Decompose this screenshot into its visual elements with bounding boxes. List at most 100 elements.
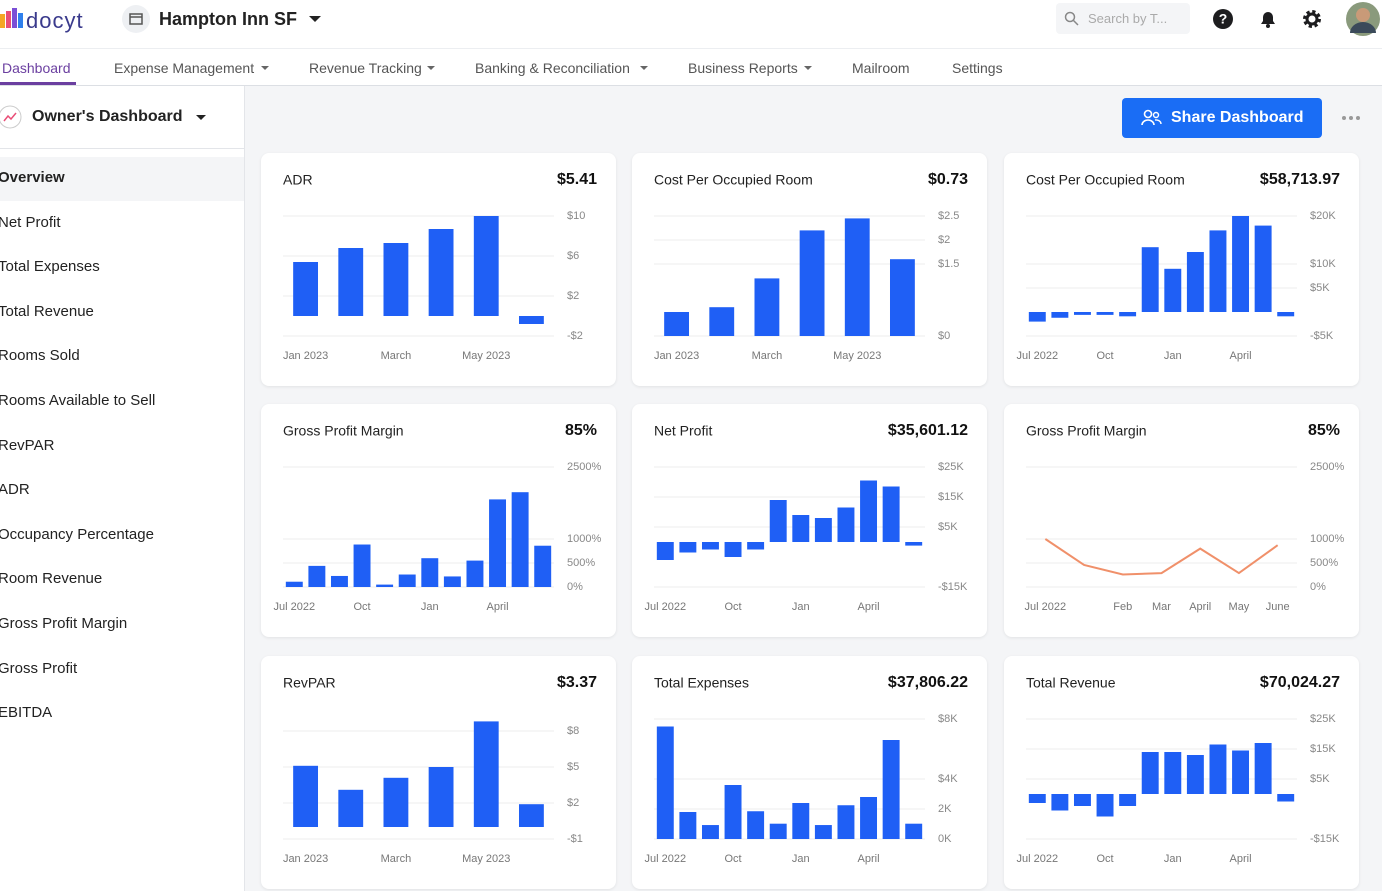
bar bbox=[1186, 755, 1204, 794]
bar bbox=[701, 825, 719, 839]
x-tick-label: Jul 2022 bbox=[1016, 853, 1058, 865]
bar bbox=[754, 278, 780, 336]
bar bbox=[656, 726, 674, 839]
y-tick-label: $5K bbox=[1310, 773, 1330, 785]
bar bbox=[837, 805, 855, 839]
bar bbox=[293, 765, 319, 827]
dashboard-caret[interactable] bbox=[195, 114, 207, 122]
nav-item[interactable]: Banking & Reconciliation bbox=[475, 60, 630, 76]
bar bbox=[814, 825, 832, 839]
bar bbox=[889, 259, 915, 336]
y-tick-label: $8 bbox=[567, 725, 579, 737]
chart-title: Cost Per Occupied Room bbox=[1026, 172, 1185, 188]
x-tick-label: Jul 2022 bbox=[1025, 601, 1067, 613]
bar bbox=[1051, 794, 1069, 811]
sidebar-item[interactable]: Overview bbox=[0, 169, 65, 186]
y-tick-label: $25K bbox=[938, 461, 964, 473]
x-tick-label: Jan bbox=[1164, 350, 1182, 362]
x-tick-label: April bbox=[487, 601, 509, 613]
y-tick-label: 500% bbox=[1310, 557, 1338, 569]
property-name[interactable]: Hampton Inn SF bbox=[159, 9, 297, 29]
sidebar-item[interactable]: ADR bbox=[0, 481, 30, 499]
chart: Gross Profit Margin 85% 2500% 1000% 500% 0% Ju… bbox=[273, 422, 601, 613]
share-button-label: Share Dashboard bbox=[1171, 109, 1304, 126]
x-tick-label: Jan 2023 bbox=[283, 853, 328, 865]
sidebar-item[interactable]: Rooms Available to Sell bbox=[0, 392, 156, 409]
x-tick-label: Jan bbox=[792, 853, 810, 865]
x-tick-label: April bbox=[1230, 350, 1252, 362]
sidebar-item[interactable]: Room Revenue bbox=[0, 570, 103, 588]
logo-icon bbox=[0, 8, 23, 28]
sidebar-item[interactable]: Rooms Sold bbox=[0, 347, 80, 365]
bar bbox=[1073, 794, 1091, 806]
bar bbox=[1141, 247, 1159, 312]
bar bbox=[1028, 312, 1046, 322]
y-tick-label: $15K bbox=[938, 491, 964, 503]
sidebar-item[interactable]: Gross Profit bbox=[0, 659, 78, 677]
sidebar-item[interactable]: Gross Profit Margin bbox=[0, 615, 128, 632]
bar bbox=[1209, 744, 1227, 794]
share-button[interactable]: Share Dashboard bbox=[1122, 98, 1322, 138]
nav-item[interactable]: Settings bbox=[952, 60, 1003, 76]
y-tick-label: -$2 bbox=[567, 330, 583, 342]
bar bbox=[1051, 312, 1069, 318]
nav-item[interactable]: Revenue Tracking bbox=[309, 60, 422, 76]
bar bbox=[308, 565, 326, 587]
sidebar-item[interactable]: EBITDA bbox=[0, 704, 53, 722]
bar bbox=[285, 581, 303, 587]
x-tick-label: April bbox=[1189, 601, 1211, 613]
bar bbox=[724, 542, 742, 557]
bar bbox=[383, 777, 409, 827]
x-tick-label: April bbox=[858, 601, 880, 613]
chart-title: RevPAR bbox=[283, 675, 336, 691]
chart-card: ADR $5.41 $10 $6 $2 -$2 Jan 2023 March May 2023 bbox=[261, 153, 616, 386]
sidebar-item[interactable]: RevPAR bbox=[0, 436, 55, 454]
sidebar-item[interactable]: Occupancy Percentage bbox=[0, 525, 154, 543]
help-icon[interactable]: ? bbox=[1211, 7, 1235, 31]
nav-item[interactable]: Dashboard bbox=[2, 60, 71, 76]
y-tick-label: $10K bbox=[1310, 258, 1336, 270]
nav-item[interactable]: Expense Management bbox=[114, 60, 255, 76]
settings-icon[interactable] bbox=[1300, 7, 1324, 31]
more-menu[interactable] bbox=[1341, 114, 1363, 122]
sidebar-item[interactable]: Total Revenue bbox=[0, 302, 94, 320]
nav-bar: Dashboard Expense Management Revenue Tra… bbox=[0, 49, 1382, 86]
dashboard-title[interactable]: Owner's Dashboard bbox=[32, 108, 183, 125]
bar bbox=[1277, 794, 1295, 802]
sidebar-divider bbox=[0, 148, 244, 149]
search-box[interactable]: Search by T... bbox=[1056, 3, 1190, 34]
bar bbox=[534, 545, 552, 587]
chart: Total Expenses $37,806.22 $8K $4K 2K 0K Jul 20… bbox=[644, 674, 968, 865]
property-caret[interactable] bbox=[308, 15, 322, 25]
y-tick-label: $2.5 bbox=[938, 210, 959, 222]
y-tick-label: $8K bbox=[938, 713, 958, 725]
nav-item[interactable]: Business Reports bbox=[688, 60, 798, 76]
bar bbox=[1254, 225, 1272, 312]
chart-total: $0.73 bbox=[928, 171, 968, 188]
sidebar-item[interactable]: Total Expenses bbox=[0, 258, 100, 276]
y-tick-label: 2500% bbox=[1310, 461, 1344, 473]
bar bbox=[792, 515, 810, 542]
bar bbox=[1096, 312, 1114, 315]
nav-item[interactable]: Mailroom bbox=[852, 60, 910, 76]
bar bbox=[1186, 252, 1204, 312]
bar bbox=[792, 803, 810, 839]
chart: ADR $5.41 $10 $6 $2 -$2 Jan 2023 March May 2023 bbox=[283, 171, 597, 362]
chart-total: $35,601.12 bbox=[888, 422, 968, 439]
y-tick-label: $4K bbox=[938, 773, 958, 785]
x-tick-label: Oct bbox=[353, 601, 370, 613]
y-tick-label: 0K bbox=[938, 833, 952, 845]
sidebar-item[interactable]: Net Profit bbox=[0, 213, 61, 231]
x-tick-label: Feb bbox=[1113, 601, 1132, 613]
bar bbox=[905, 823, 923, 839]
chart-card: Net Profit $35,601.12 $25K $15K $5K -$15K Jul … bbox=[632, 404, 987, 637]
chart-title: Total Revenue bbox=[1026, 675, 1116, 691]
y-tick-label: $5 bbox=[567, 761, 579, 773]
notification-icon[interactable] bbox=[1256, 7, 1280, 31]
avatar[interactable] bbox=[1345, 1, 1381, 37]
chart: Gross Profit Margin 85% 2500% 1000% 500% 0% Ju… bbox=[1025, 422, 1345, 613]
sidebar: Owner's Dashboard Overview Net Profit Tota… bbox=[0, 86, 245, 891]
y-tick-label: $25K bbox=[1310, 713, 1336, 725]
bar bbox=[330, 575, 348, 587]
x-tick-label: Jan bbox=[792, 601, 810, 613]
